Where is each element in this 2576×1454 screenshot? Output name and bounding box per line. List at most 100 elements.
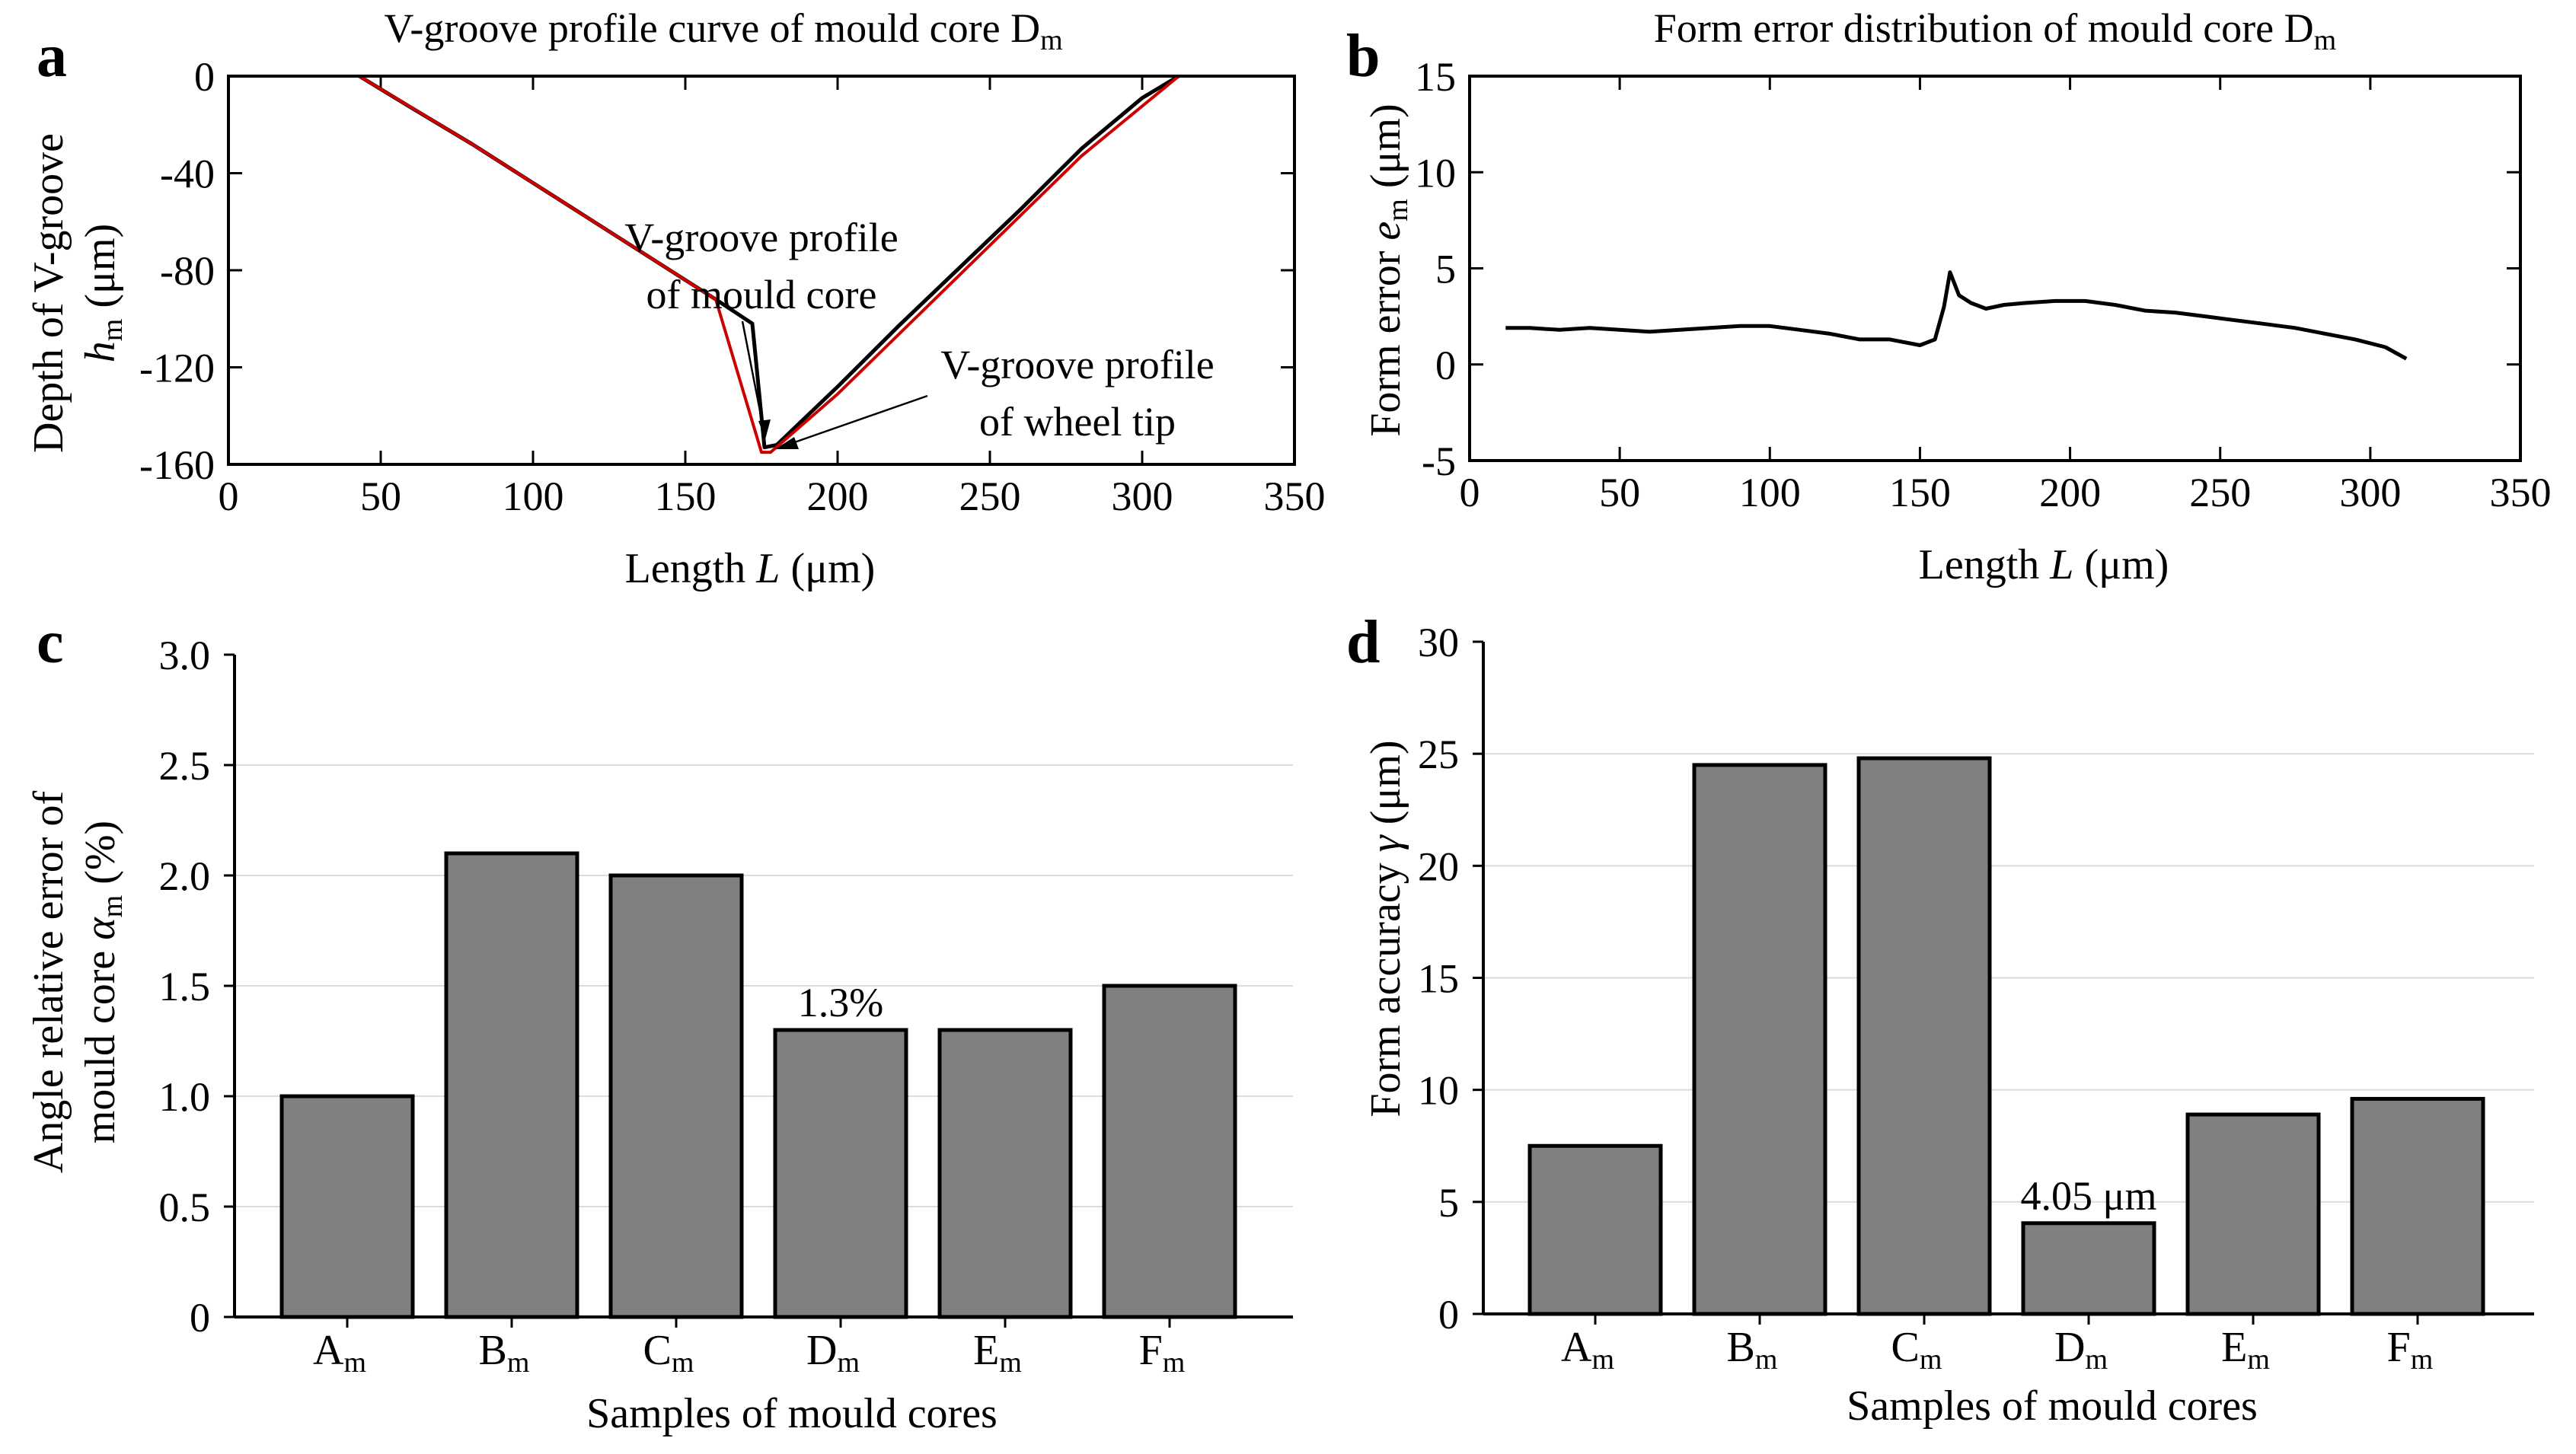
- x-tick-label: 250: [2189, 470, 2251, 515]
- x-tick-label: 150: [1889, 470, 1951, 515]
- panel-b-label: b: [1346, 23, 1381, 90]
- panel-b-title: Form error distribution of mould core Dm: [1654, 5, 2336, 56]
- x-tick-label: 350: [1264, 474, 1326, 519]
- panel-a-series-wheel-tip: [358, 75, 1180, 454]
- category-label-d: Dm: [2054, 1324, 2108, 1376]
- x-tick-label: 50: [360, 474, 401, 519]
- annotation-arrowhead-mould-core: [758, 419, 771, 439]
- panel-c-y-axis-label-line1: Angle relative error of: [25, 791, 72, 1174]
- bar-b: [444, 851, 579, 1319]
- annotation-mould-core-line2: of mould core: [646, 272, 877, 317]
- annotation-wheel-tip-line2: of wheel tip: [979, 399, 1176, 445]
- category-label-a: Am: [313, 1327, 366, 1379]
- panel-d-y-axis-label: Form accuracy γ (μm): [1362, 740, 1409, 1117]
- panel-d-y-ticks: 0 5 10 15 20 25 30: [1418, 620, 1483, 1338]
- bar-e: [937, 1028, 1073, 1319]
- x-tick-label: 150: [655, 474, 717, 519]
- bar-f: [1102, 984, 1237, 1319]
- panel-c: c 00.51.01.52.02.53.0 Am Bm Cm Dm Em Fm 1.3% …: [25, 609, 1293, 1437]
- category-label-e: Em: [973, 1327, 1022, 1379]
- panel-c-annotation: 1.3%: [798, 980, 883, 1025]
- x-tick-label: 250: [959, 474, 1021, 519]
- panel-a: a V-groove profile curve of mould core D…: [25, 5, 1326, 592]
- panel-b-x-ticks: 0 50 100 150 200 250 300 350: [1460, 76, 2552, 515]
- y-tick-label: 2.5: [159, 743, 211, 789]
- panel-d-frame: [1482, 642, 2534, 1315]
- y-tick-label: 20: [1418, 843, 1459, 889]
- annotation-arrow-wheel-tip: [785, 394, 928, 447]
- bar-a: [279, 1094, 415, 1319]
- y-tick-label: 1.5: [159, 964, 211, 1009]
- y-tick-label: 0: [1438, 1292, 1459, 1338]
- category-label-c: Cm: [643, 1327, 694, 1379]
- panel-d: d 0 5 10 15 20 25 30 Am Bm Cm Dm Em Fm 4.05 μm Samp…: [1346, 609, 2534, 1430]
- annotation-arrowhead-wheel-tip: [775, 437, 799, 449]
- bar-a: [1527, 1143, 1663, 1316]
- panel-b-y-axis-label: Form error em (μm): [1362, 104, 1414, 436]
- y-tick-label: -120: [139, 346, 215, 391]
- y-tick-label: 10: [1415, 150, 1456, 196]
- y-tick-label: -5: [1422, 438, 1456, 484]
- bar-d: [2021, 1221, 2156, 1316]
- category-label-c: Cm: [1891, 1324, 1942, 1376]
- y-tick-label: 0: [194, 54, 215, 100]
- bar-c: [608, 873, 744, 1319]
- panel-a-y-ticks: 0 -40 -80 -120 -160: [139, 54, 1294, 488]
- x-tick-label: 100: [503, 474, 564, 519]
- x-tick-label: 200: [2039, 470, 2101, 515]
- category-label-d: Dm: [806, 1327, 860, 1379]
- x-tick-label: 0: [1460, 470, 1480, 515]
- y-tick-label: -80: [160, 248, 215, 294]
- x-tick-label: 0: [219, 474, 239, 519]
- x-tick-label: 50: [1599, 470, 1640, 515]
- bar-f: [2350, 1096, 2485, 1316]
- panel-c-label: c: [37, 609, 64, 676]
- x-tick-label: 300: [1112, 474, 1173, 519]
- y-tick-label: 15: [1415, 54, 1456, 100]
- panel-b-x-axis-label: Length L (μm): [1919, 541, 2169, 588]
- x-tick-label: 200: [807, 474, 869, 519]
- panel-d-annotation: 4.05 μm: [2021, 1173, 2157, 1219]
- panel-d-category-labels: Am Bm Cm Dm Em Fm: [1561, 1314, 2433, 1376]
- panel-d-x-axis-label: Samples of mould cores: [1847, 1382, 2258, 1430]
- x-tick-label: 100: [1739, 470, 1801, 515]
- y-tick-label: 0: [190, 1295, 210, 1341]
- y-tick-label: 30: [1418, 620, 1459, 665]
- panel-c-x-axis-label: Samples of mould cores: [586, 1390, 998, 1437]
- panel-a-y-axis-label-line2: hm (μm): [77, 224, 129, 362]
- panel-c-frame: [233, 655, 1293, 1318]
- category-label-f: Fm: [1139, 1327, 1186, 1379]
- annotation-wheel-tip-line1: V-groove profile: [940, 342, 1214, 387]
- panel-c-category-labels: Am Bm Cm Dm Em Fm: [313, 1317, 1185, 1379]
- bar-d: [773, 1028, 908, 1319]
- annotation-arrow-mould-core: [741, 320, 765, 431]
- panel-a-y-axis-label-line1: Depth of V-groove: [25, 133, 72, 453]
- y-tick-label: 0: [1435, 343, 1456, 388]
- x-tick-label: 350: [2490, 470, 2552, 515]
- panel-b-y-ticks: -5 0 5 10 15: [1415, 54, 2520, 484]
- panel-a-x-axis-label: Length L (μm): [625, 545, 876, 592]
- panel-b-series-form-error: [1505, 270, 2408, 361]
- y-tick-label: -40: [160, 151, 215, 197]
- y-tick-label: 1.0: [159, 1074, 211, 1120]
- category-label-f: Fm: [2387, 1324, 2434, 1376]
- panel-d-label: d: [1346, 609, 1381, 676]
- x-tick-label: 300: [2339, 470, 2401, 515]
- bar-b: [1692, 763, 1827, 1316]
- y-tick-label: 15: [1418, 956, 1459, 1002]
- bar-e: [2185, 1112, 2321, 1316]
- panel-a-series-mould-core: [358, 74, 1180, 450]
- y-tick-label: 5: [1438, 1180, 1459, 1226]
- y-tick-label: 2.0: [159, 853, 211, 899]
- y-tick-label: -160: [139, 442, 215, 488]
- panel-d-bars: [1527, 756, 2485, 1316]
- panel-c-y-ticks: 0 0.5 1.0 1.5 2.0 2.5 3.0: [159, 633, 235, 1341]
- category-label-b: Bm: [479, 1327, 530, 1379]
- y-tick-label: 25: [1418, 732, 1459, 777]
- panel-a-frame: [227, 75, 1296, 466]
- panel-b: b Form error distribution of mould core …: [1346, 5, 2552, 588]
- panel-c-bars: [279, 851, 1237, 1319]
- y-tick-label: 3.0: [159, 633, 211, 678]
- panel-a-title: V-groove profile curve of mould core Dm: [384, 5, 1062, 56]
